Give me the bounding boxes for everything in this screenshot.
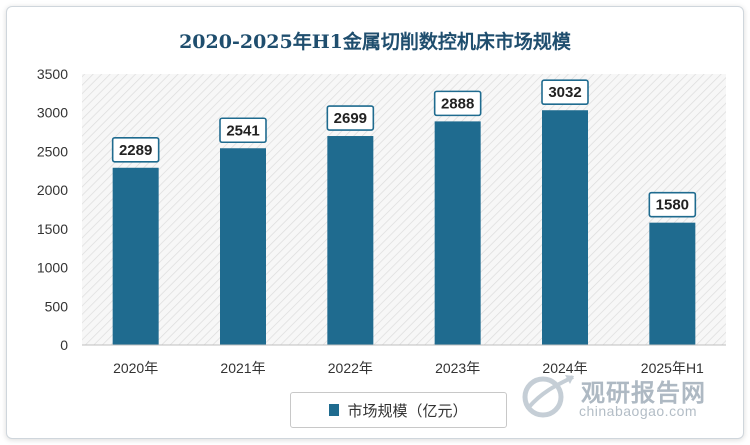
plot-area-background	[82, 74, 726, 345]
y-axis: 0 500 1000 1500 2000 2500 3000 3500	[37, 66, 68, 353]
x-tick-label: 2022年	[328, 360, 373, 376]
data-label-box	[219, 117, 267, 144]
data-label: 2699	[334, 110, 367, 127]
bar	[542, 110, 588, 345]
y-tick-label: 2000	[37, 182, 68, 198]
data-label-box	[326, 105, 375, 131]
data-label-box	[541, 79, 589, 106]
bar	[434, 121, 481, 345]
bar-series: 2289 2541 2699 2888 3032 1580	[111, 79, 697, 345]
x-tick-label: 2023年	[435, 360, 480, 376]
y-tick-label: 3000	[37, 105, 68, 121]
chart-title: 2020-2025年H1金属切削数控机床市场规模	[179, 31, 571, 53]
y-tick-label: 0	[60, 337, 68, 353]
bar-chart: 0 500 1000 1500 2000 2500 3000 3500 2289 2541 269…	[37, 66, 726, 376]
data-label: 1580	[656, 197, 689, 214]
y-tick-label: 500	[45, 298, 69, 314]
y-tick-label: 1500	[37, 221, 68, 237]
legend: 市场规模（亿元）	[290, 392, 507, 428]
y-tick-label: 1000	[37, 260, 68, 276]
bar	[327, 136, 374, 345]
x-axis: 2020年 2021年 2022年 2023年 2024年 2025年H1	[82, 344, 726, 376]
data-label-box	[648, 191, 697, 218]
bar	[112, 167, 159, 345]
legend-label: 市场规模（亿元）	[347, 402, 468, 420]
watermark: 观研报告网 chinabaogao.com	[519, 369, 739, 425]
watermark-domain: chinabaogao.com	[579, 403, 698, 419]
data-label: 2289	[119, 142, 152, 159]
data-label: 3032	[548, 84, 581, 101]
x-tick-label: 2025年H1	[641, 360, 704, 376]
y-tick-label: 3500	[37, 66, 68, 82]
data-label: 2888	[441, 95, 474, 112]
x-tick-label: 2024年	[542, 360, 587, 376]
bar	[220, 148, 266, 345]
bar	[649, 222, 696, 345]
x-tick-label: 2020年	[113, 360, 158, 376]
data-label-box	[111, 136, 160, 163]
y-tick-label: 2500	[37, 143, 68, 159]
data-label: 2541	[226, 122, 259, 139]
watermark-logo-icon	[522, 375, 574, 418]
watermark-name: 观研报告网	[581, 380, 706, 407]
chart-frame: 2020-2025年H1金属切削数控机床市场规模 0 500 1000 1500 200…	[6, 6, 744, 439]
x-tick-label: 2021年	[220, 360, 265, 376]
legend-swatch	[329, 404, 340, 416]
data-label-box	[433, 90, 482, 117]
